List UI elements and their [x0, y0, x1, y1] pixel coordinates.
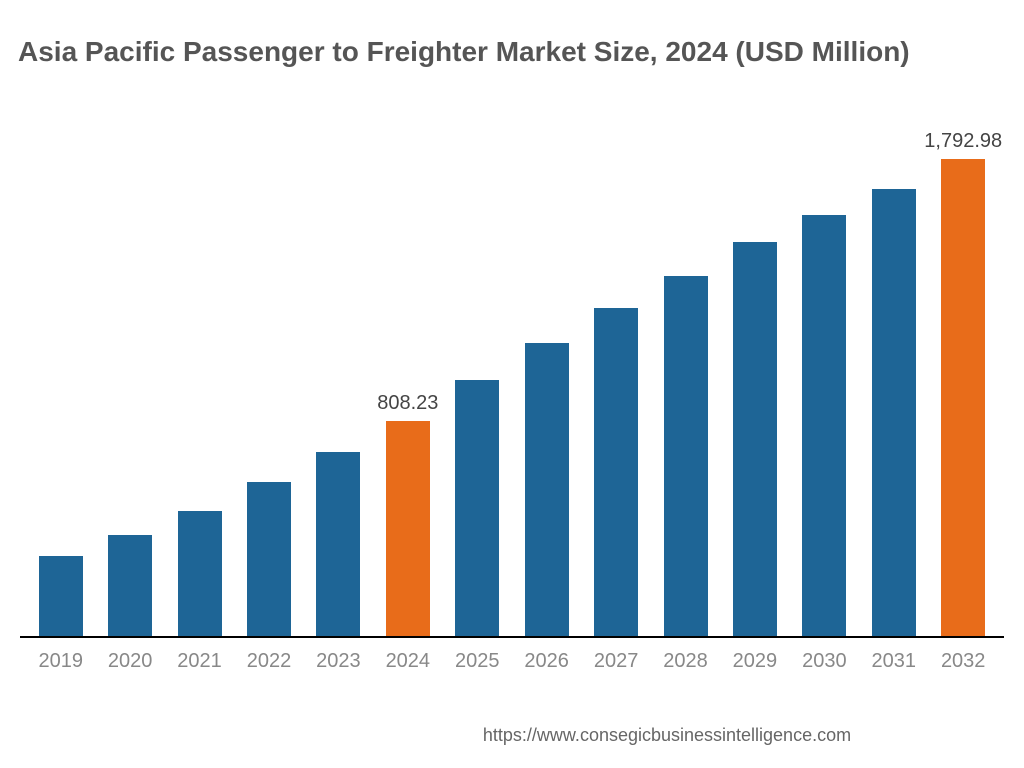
source-url: https://www.consegicbusinessintelligence… [0, 725, 994, 746]
x-tick-label: 2021 [165, 638, 234, 688]
chart-area: 808.231,792.98 2019202020212022202320242… [20, 130, 1004, 688]
x-tick-label: 2024 [373, 638, 442, 688]
bar-slot [304, 130, 373, 636]
x-axis: 2019202020212022202320242025202620272028… [20, 638, 1004, 688]
bar [802, 215, 846, 636]
bar [941, 159, 985, 636]
bar-slot [234, 130, 303, 636]
x-tick-label: 2022 [234, 638, 303, 688]
bar [386, 421, 430, 636]
bar-slot [581, 130, 650, 636]
bar [525, 343, 569, 636]
bars-container: 808.23 1,792.98 [20, 130, 1004, 636]
bar-slot [443, 130, 512, 636]
bar-slot [95, 130, 164, 636]
x-tick-label: 2025 [443, 638, 512, 688]
bar [316, 452, 360, 636]
bar [108, 535, 152, 636]
bar [733, 242, 777, 636]
x-tick-label: 2029 [720, 638, 789, 688]
plot-region: 808.23 1,792.98 [20, 130, 1004, 638]
bar-value-label: 1,792.98 [924, 130, 1002, 153]
bar [247, 482, 291, 636]
bar-slot [26, 130, 95, 636]
x-tick-label: 2027 [581, 638, 650, 688]
bar-slot: 808.23 [373, 130, 442, 636]
bar [664, 276, 708, 636]
x-tick-label: 2023 [304, 638, 373, 688]
bar [872, 189, 916, 636]
x-tick-label: 2020 [95, 638, 164, 688]
bar-slot: 1,792.98 [928, 130, 997, 636]
bar [39, 556, 83, 636]
bar [594, 308, 638, 636]
bar-slot [790, 130, 859, 636]
chart-title: Asia Pacific Passenger to Freighter Mark… [18, 36, 1014, 68]
bar-slot [859, 130, 928, 636]
x-tick-label: 2026 [512, 638, 581, 688]
x-tick-label: 2032 [928, 638, 997, 688]
x-tick-label: 2028 [651, 638, 720, 688]
bar-slot [165, 130, 234, 636]
x-tick-label: 2031 [859, 638, 928, 688]
bar-slot [512, 130, 581, 636]
bar [455, 380, 499, 636]
x-tick-label: 2030 [790, 638, 859, 688]
bar-slot [720, 130, 789, 636]
bar-value-label: 808.23 [377, 392, 438, 415]
bar-slot [651, 130, 720, 636]
x-tick-label: 2019 [26, 638, 95, 688]
bar [178, 511, 222, 636]
